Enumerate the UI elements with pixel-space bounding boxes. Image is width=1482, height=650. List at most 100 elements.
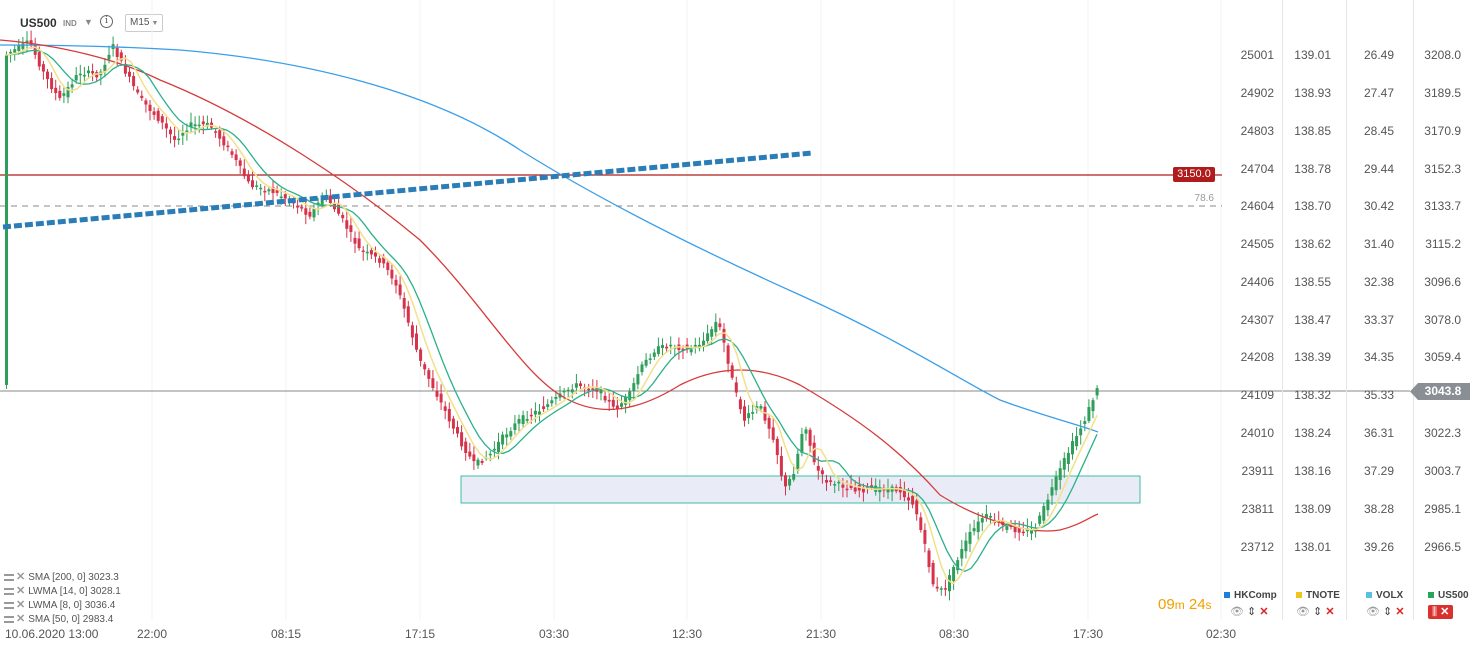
candle-body bbox=[263, 190, 267, 193]
series-volx[interactable]: VOLX bbox=[1366, 590, 1403, 601]
candle-body bbox=[177, 138, 181, 141]
candle-body bbox=[628, 391, 632, 401]
axis-tick-label: 3189.5 bbox=[1424, 86, 1461, 100]
candle-body bbox=[779, 455, 783, 476]
remove-series-icon[interactable]: ✕ bbox=[1440, 606, 1450, 618]
remove-indicator-icon[interactable]: ✕ bbox=[16, 585, 26, 597]
candle-body bbox=[591, 388, 595, 391]
candle-body bbox=[570, 389, 574, 393]
remove-indicator-icon[interactable]: ✕ bbox=[16, 613, 26, 625]
axis-tick-label: 36.31 bbox=[1363, 426, 1394, 440]
candle-body bbox=[480, 460, 484, 463]
candle-body bbox=[251, 180, 254, 188]
timeframe-select[interactable]: M15 ▼ bbox=[125, 14, 164, 32]
remove-indicator-icon[interactable]: ✕ bbox=[16, 599, 26, 611]
candle-body bbox=[812, 442, 816, 463]
candle-body bbox=[837, 481, 841, 484]
axis-tick-label: 38.28 bbox=[1363, 502, 1394, 516]
lwma-8-line bbox=[4, 46, 1098, 585]
indicator-label: LWMA [14, 0] 3028.1 bbox=[28, 586, 121, 597]
candle-body bbox=[771, 427, 775, 440]
candle-body bbox=[968, 531, 972, 544]
candle-body bbox=[353, 237, 357, 244]
remove-series-icon[interactable]: ✕ bbox=[1259, 606, 1269, 618]
symbol-name[interactable]: US500 bbox=[20, 16, 57, 30]
candle-body bbox=[443, 406, 447, 411]
series-us500[interactable]: US500 bbox=[1428, 590, 1469, 601]
candle-body bbox=[140, 95, 144, 99]
indicator-lwma8[interactable]: ✕ LWMA [8, 0] 3036.4 bbox=[4, 598, 115, 611]
candle-countdown-timer: 09m 24s bbox=[1158, 596, 1212, 613]
axis-tick-label: 138.32 bbox=[1294, 388, 1331, 402]
candle-body bbox=[181, 132, 185, 136]
indicator-sma50[interactable]: ✕ SMA [50, 0] 2983.4 bbox=[4, 612, 113, 625]
alert-level-badge[interactable]: 3150.0 bbox=[1173, 167, 1215, 182]
candle-body bbox=[267, 189, 271, 192]
candle-body bbox=[599, 389, 603, 394]
candle-body bbox=[369, 250, 373, 255]
symbol-dropdown-icon[interactable]: ▼ bbox=[84, 17, 93, 27]
candle-body bbox=[1046, 499, 1050, 511]
candle-body bbox=[1062, 458, 1066, 470]
candle-body bbox=[689, 349, 693, 353]
candle-body bbox=[107, 54, 111, 60]
candle-body bbox=[25, 40, 29, 43]
time-label: 12:30 bbox=[672, 627, 703, 641]
timer-seconds: 24 bbox=[1188, 596, 1206, 613]
candle-body bbox=[648, 358, 652, 360]
candle-body bbox=[1071, 441, 1074, 455]
candle-body bbox=[185, 130, 189, 133]
candle-body bbox=[808, 429, 812, 446]
chart-header: US500 IND ▼ i M15 ▼ bbox=[0, 0, 1230, 40]
candle-body bbox=[907, 497, 910, 501]
candle-body bbox=[1083, 421, 1087, 425]
info-icon[interactable]: i bbox=[100, 15, 113, 28]
reorder-icon[interactable]: ⇕ bbox=[1247, 606, 1257, 618]
eye-icon[interactable]: 👁 bbox=[1366, 606, 1380, 618]
chart-type-icon[interactable]: ⫼ bbox=[1432, 606, 1438, 618]
axis-tick-label: 3078.0 bbox=[1424, 313, 1461, 327]
eye-icon[interactable]: 👁 bbox=[1296, 606, 1310, 618]
candle-body bbox=[849, 484, 853, 488]
trend-line[interactable] bbox=[2, 150, 813, 230]
reorder-icon[interactable]: ⇕ bbox=[1383, 606, 1393, 618]
candlesticks bbox=[5, 30, 1099, 601]
candle-body bbox=[1005, 526, 1009, 530]
candle-body bbox=[574, 383, 578, 388]
series-hkcomp[interactable]: HKComp bbox=[1224, 590, 1277, 601]
last-price-badge: 3043.8 bbox=[1424, 384, 1462, 398]
axis-tick-label: 138.24 bbox=[1294, 426, 1331, 440]
candle-body bbox=[804, 429, 808, 434]
series-tnote[interactable]: TNOTE bbox=[1296, 590, 1340, 601]
support-zone-rectangle[interactable] bbox=[460, 475, 1141, 504]
indicator-settings-icon[interactable] bbox=[4, 587, 14, 595]
indicator-settings-icon[interactable] bbox=[4, 615, 14, 623]
candle-body bbox=[82, 74, 86, 77]
candle-body bbox=[919, 517, 923, 530]
fib-level-label: 78.6 bbox=[1194, 193, 1214, 204]
series-color-swatch bbox=[1296, 592, 1302, 599]
candle-body bbox=[935, 586, 939, 589]
indicator-settings-icon[interactable] bbox=[4, 573, 14, 581]
reorder-icon[interactable]: ⇕ bbox=[1313, 606, 1323, 618]
remove-series-icon[interactable]: ✕ bbox=[1325, 606, 1335, 618]
candle-body bbox=[1013, 526, 1017, 533]
indicator-sma200[interactable]: ✕ SMA [200, 0] 3023.3 bbox=[4, 570, 119, 583]
indicator-settings-icon[interactable] bbox=[4, 601, 14, 609]
eye-icon[interactable]: 👁 bbox=[1230, 606, 1244, 618]
candle-body bbox=[148, 104, 152, 111]
candle-body bbox=[447, 408, 451, 422]
axis-tick-label: 3096.6 bbox=[1424, 275, 1461, 289]
axis-tick-label: 3170.9 bbox=[1424, 124, 1461, 138]
candle-body bbox=[665, 346, 669, 349]
series-name: TNOTE bbox=[1306, 590, 1340, 601]
candle-body bbox=[415, 333, 418, 350]
axis-tick-label: 138.70 bbox=[1294, 199, 1331, 213]
series-name: HKComp bbox=[1234, 590, 1277, 601]
candle-body bbox=[550, 400, 554, 404]
remove-indicator-icon[interactable]: ✕ bbox=[16, 571, 26, 583]
axis-tick-label: 138.01 bbox=[1294, 540, 1331, 554]
remove-series-icon[interactable]: ✕ bbox=[1395, 606, 1405, 618]
indicator-lwma14[interactable]: ✕ LWMA [14, 0] 3028.1 bbox=[4, 584, 121, 597]
